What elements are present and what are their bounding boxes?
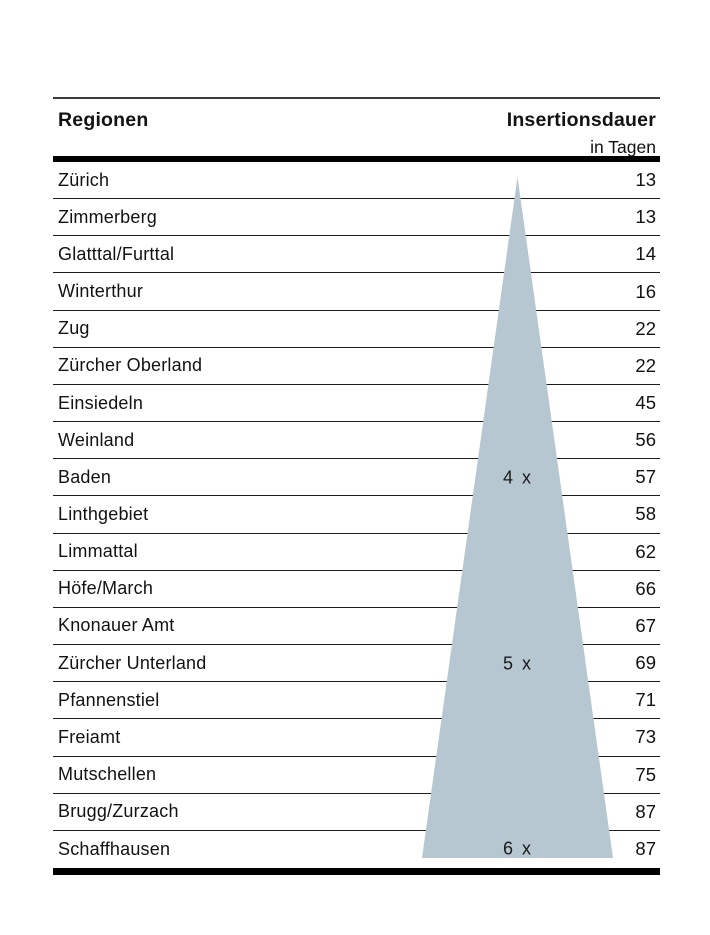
region-label: Freiamt — [58, 726, 121, 747]
days-value: 13 — [635, 169, 656, 191]
bottom-rule — [53, 868, 660, 875]
header-rule — [53, 156, 660, 162]
days-value: 67 — [635, 614, 656, 636]
table-row: Zug 22 — [53, 311, 660, 348]
days-value: 57 — [635, 466, 656, 488]
days-value: 75 — [635, 763, 656, 785]
days-value: 56 — [635, 429, 656, 451]
table-row: Zürcher Oberland 22 — [53, 348, 660, 385]
table-row: Winterthur 16 — [53, 273, 660, 311]
region-label: Limmattal — [58, 541, 138, 562]
region-label: Einsiedeln — [58, 392, 144, 413]
table-row: Pfannenstiel 71 — [53, 682, 660, 720]
region-label: Baden — [58, 466, 112, 487]
region-label: Glatttal/Furttal — [58, 243, 175, 264]
days-value: 66 — [635, 577, 656, 599]
region-label: Pfannenstiel — [58, 689, 160, 710]
days-value: 73 — [635, 726, 656, 748]
table-row: Glatttal/Furttal 14 — [53, 236, 660, 274]
days-value: 62 — [635, 540, 656, 562]
table-row: Zürcher Unterland 69 — [53, 645, 660, 683]
top-rule — [53, 97, 660, 99]
days-value: 22 — [635, 317, 656, 339]
region-label: Zürcher Unterland — [58, 652, 207, 673]
region-label: Linthgebiet — [58, 503, 149, 524]
table-row: Einsiedeln 45 — [53, 385, 660, 423]
region-label: Winterthur — [58, 281, 144, 302]
insertion-duration-table: Regionen Insertionsdauer in Tagen Zürich… — [53, 97, 660, 875]
region-label: Höfe/March — [58, 578, 154, 599]
table-row: Mutschellen 75 — [53, 757, 660, 794]
days-value: 71 — [635, 689, 656, 711]
column-header-regions: Regionen — [58, 109, 149, 131]
region-label: Zug — [58, 318, 90, 339]
days-value: 22 — [635, 354, 656, 376]
table-row: Zürich 13 — [53, 162, 660, 200]
region-label: Mutschellen — [58, 764, 157, 785]
days-value: 14 — [635, 243, 656, 265]
days-value: 87 — [635, 800, 656, 822]
days-value: 58 — [635, 503, 656, 525]
region-label: Schaffhausen — [58, 838, 171, 859]
table-row: Knonauer Amt 67 — [53, 608, 660, 646]
days-value: 16 — [635, 280, 656, 302]
region-label: Zürcher Oberland — [58, 355, 203, 376]
column-header-duration-group: Insertionsdauer in Tagen — [507, 109, 656, 158]
days-value: 45 — [635, 392, 656, 414]
table-row: Schaffhausen 87 — [53, 831, 660, 868]
table-row: Linthgebiet 58 — [53, 496, 660, 534]
region-label: Brugg/Zurzach — [58, 801, 179, 822]
table-row: Höfe/March 66 — [53, 571, 660, 608]
days-value: 69 — [635, 652, 656, 674]
table-header: Regionen Insertionsdauer in Tagen — [53, 99, 660, 158]
region-label: Weinland — [58, 429, 135, 450]
table-body: Zürich 13 Zimmerberg 13 Glatttal/Furttal 14 Wi… — [53, 162, 660, 868]
table-row: Limmattal 62 — [53, 534, 660, 571]
region-label: Zimmerberg — [58, 206, 158, 227]
days-value: 87 — [635, 838, 656, 860]
table-row: Zimmerberg 13 — [53, 199, 660, 237]
table-row: Brugg/Zurzach 87 — [53, 794, 660, 831]
table-row: Weinland 56 — [53, 422, 660, 460]
region-label: Knonauer Amt — [58, 615, 175, 636]
table-row: Freiamt 73 — [53, 719, 660, 757]
column-header-duration-unit: in Tagen — [590, 137, 656, 157]
days-value: 13 — [635, 206, 656, 228]
table-row: Baden 57 — [53, 459, 660, 497]
region-label: Zürich — [58, 169, 110, 190]
column-header-duration: Insertionsdauer — [506, 109, 656, 131]
